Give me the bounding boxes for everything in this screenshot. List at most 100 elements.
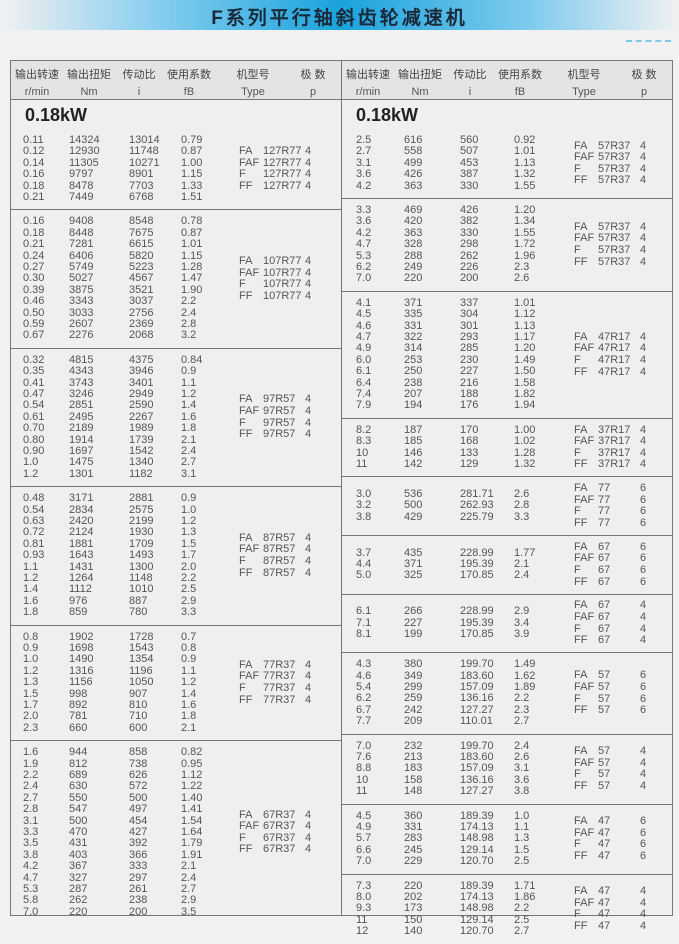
model-types: FA 47 6 FAF 47 6 F 47 6 FF 47 6 (574, 814, 650, 862)
output-torque: 558 (404, 145, 423, 158)
output-speed: 4.7 (356, 331, 372, 344)
ratio: 120.70 (460, 925, 494, 938)
output-speed: 4.1 (356, 296, 372, 309)
type-model: 57R37 (598, 174, 631, 187)
table-row: 3.3 470 427 1.64 (11, 825, 341, 838)
table-row: 4.1 371 337 1.01 (342, 296, 672, 309)
service-factor: 1.49 (514, 353, 536, 366)
output-torque: 227 (404, 616, 423, 629)
output-speed: 7.1 (356, 616, 372, 629)
output-torque: 220 (404, 272, 423, 285)
pole-count: 4 (305, 428, 312, 441)
output-speed: 2.8 (23, 803, 39, 816)
service-factor: 1.62 (514, 669, 536, 682)
output-speed: 6.2 (356, 260, 372, 273)
table-row: 5.3 288 262 1.96 (342, 250, 672, 262)
model-type: FAF 127R77 4 (239, 157, 315, 170)
table-row: 0.72 2124 1930 1.3 (11, 526, 341, 539)
model-type: FA 97R57 4 (239, 393, 315, 406)
type-prefix: F (574, 446, 581, 459)
table-row: 5.8 262 238 2.9 (11, 894, 341, 907)
table-row: 1.2 1264 1148 2.2 (11, 572, 341, 584)
output-speed: 0.61 (23, 410, 45, 423)
output-torque: 1698 (69, 641, 94, 654)
model-type: FF 77 6 (574, 517, 650, 530)
output-speed: 4.6 (356, 319, 372, 332)
output-torque: 322 (404, 331, 423, 344)
table-row: 11 142 129 1.32 (342, 458, 672, 470)
output-speed: 1.2 (23, 664, 39, 677)
table-header: 输出转速 r/min 输出扭矩 Nm 传动比 i 使用系数 fB 机型号 Typ… (342, 61, 672, 100)
ratio: 238 (129, 894, 148, 907)
type-prefix: FF (574, 365, 588, 378)
type-model: 57R37 (598, 139, 631, 152)
output-torque: 6406 (69, 249, 94, 262)
output-speed: 0.90 (23, 444, 45, 457)
type-prefix: FA (574, 884, 588, 897)
model-group: 0.48 3171 2881 0.9 0.54 2834 2575 1.0 0.… (11, 487, 341, 626)
output-torque: 287 (69, 882, 88, 895)
pole-count: 4 (305, 145, 312, 157)
type-model: 57 (598, 692, 611, 705)
output-speed: 3.3 (23, 825, 39, 838)
output-speed: 1.9 (23, 757, 39, 770)
header-factor-unit: fB (183, 86, 195, 98)
model-types: FA 67R37 4 FAF 67R37 4 F 67R37 4 FF 67R37 4 (239, 809, 315, 855)
table-row: 0.35 4343 3946 0.9 (11, 365, 341, 377)
model-type: FF 47 4 (574, 920, 650, 933)
service-factor: 3.3 (181, 606, 197, 619)
type-prefix: F (574, 768, 581, 781)
service-factor: 3.6 (514, 773, 530, 786)
output-torque: 429 (404, 510, 423, 523)
type-model: 47 (598, 908, 611, 921)
output-torque: 500 (69, 814, 88, 827)
ratio: 6615 (129, 238, 154, 251)
type-prefix: FF (239, 179, 253, 192)
model-type: F 77R37 4 (239, 682, 315, 695)
type-model: 57R37 (598, 162, 631, 175)
output-speed: 9.3 (356, 902, 372, 915)
output-speed: 4.9 (356, 820, 372, 833)
table-row: 4.9 331 174.13 1.1 (342, 820, 672, 833)
type-model: 127R77 (263, 168, 302, 181)
service-factor: 1.89 (514, 680, 536, 693)
output-torque: 8478 (69, 179, 94, 192)
service-factor: 0.9 (181, 492, 197, 505)
output-speed: 0.47 (23, 388, 45, 400)
ratio: 453 (460, 156, 479, 169)
type-model: 57 (598, 779, 611, 792)
type-prefix: FA (574, 814, 588, 827)
header-type-label: 机型号 (236, 69, 270, 81)
model-type: F 67 4 (574, 623, 650, 635)
type-model: 107R77 (263, 266, 302, 279)
header-factor-unit: fB (514, 86, 526, 98)
header-torque-label: 输出扭矩 (398, 69, 442, 81)
ratio: 858 (129, 746, 148, 759)
output-torque: 469 (404, 204, 423, 217)
ratio: 189.39 (460, 879, 494, 892)
service-factor: 2.9 (514, 605, 530, 618)
ratio: 1930 (129, 526, 154, 539)
table-row: 0.81 1881 1709 1.5 (11, 538, 341, 550)
pole-count: 4 (640, 633, 647, 646)
ratio: 2369 (129, 317, 154, 330)
ratio: 10271 (129, 156, 160, 169)
output-speed: 1.4 (23, 583, 39, 596)
table-row: 4.2 367 333 2.1 (11, 860, 341, 872)
type-prefix: F (574, 908, 581, 921)
model-types: FA 47R17 4 FAF 47R17 4 F 47R17 4 FF 47R17 4 (574, 331, 650, 378)
type-prefix: FA (574, 482, 588, 494)
type-model: 67 (598, 540, 611, 553)
type-model: 67R37 (263, 820, 296, 833)
service-factor: 3.8 (514, 785, 530, 798)
type-prefix: FA (239, 254, 253, 267)
type-prefix: FA (574, 599, 588, 612)
model-type: FF 57 6 (574, 704, 650, 717)
table-row: 11 148 127.27 3.8 (342, 785, 672, 798)
type-model: 87R57 (263, 543, 296, 556)
table-row: 0.54 2834 2575 1.0 (11, 504, 341, 516)
output-speed: 0.67 (23, 329, 45, 342)
output-torque: 158 (404, 773, 423, 786)
header-factor: 使用系数 fB (161, 61, 217, 98)
type-model: 37R17 (598, 435, 631, 447)
